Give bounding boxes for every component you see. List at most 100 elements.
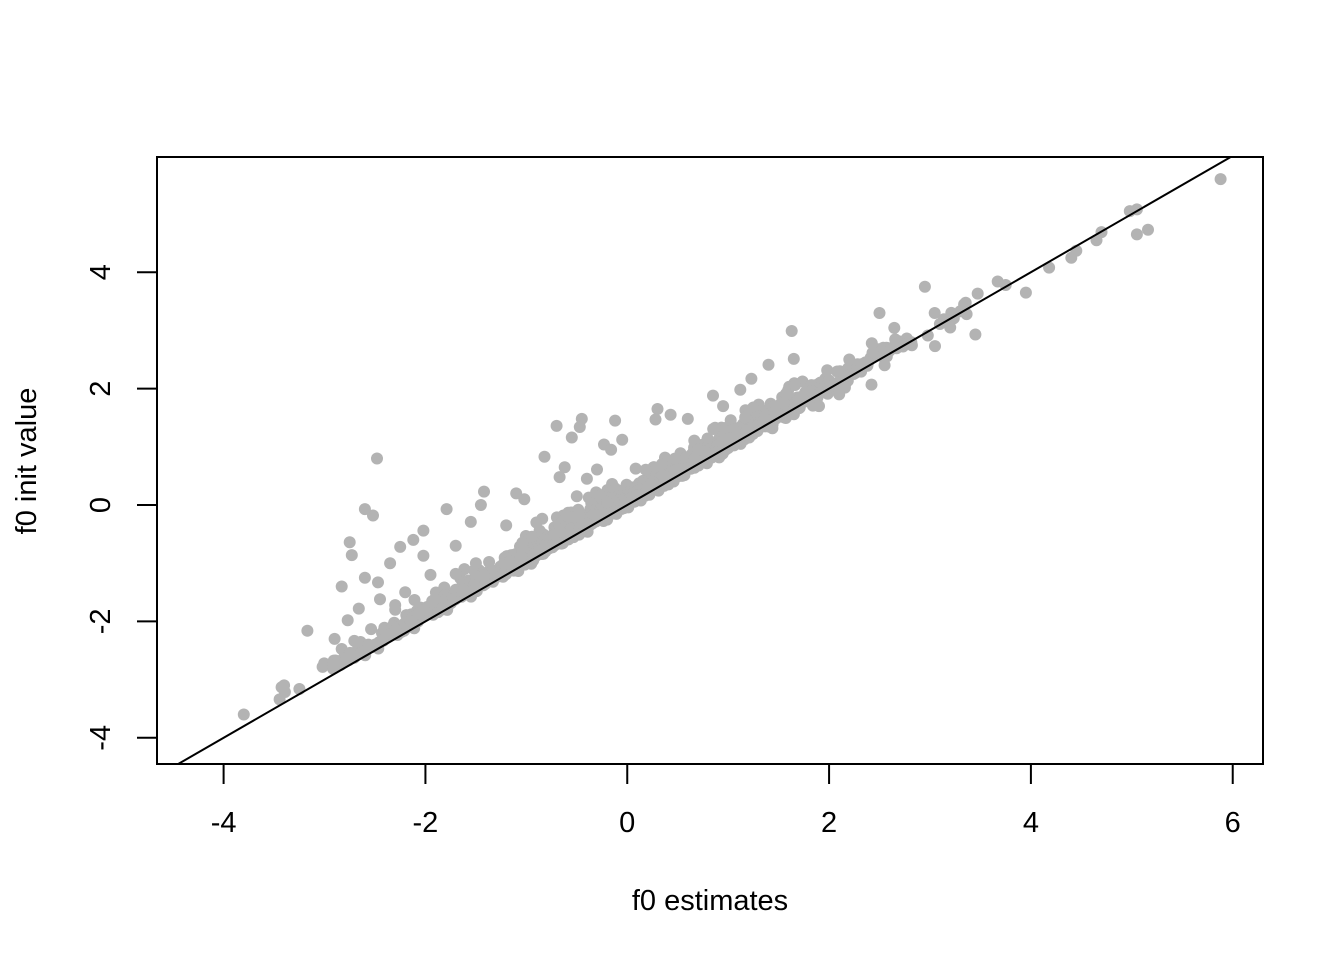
y-tick-label: 0	[85, 497, 117, 513]
x-tick-label: -4	[211, 807, 237, 839]
data-point	[969, 328, 982, 341]
data-point	[785, 325, 798, 337]
data-point	[301, 624, 314, 637]
data-point	[629, 462, 642, 475]
data-point	[550, 419, 563, 432]
data-point	[335, 580, 348, 593]
data-point	[929, 340, 941, 353]
data-point	[428, 593, 441, 606]
data-point	[616, 433, 629, 446]
data-point	[399, 586, 412, 599]
y-axis-title: f0 init value	[11, 388, 43, 535]
x-axis-title: f0 estimates	[632, 885, 788, 917]
data-point	[745, 372, 758, 385]
data-point	[570, 490, 583, 503]
data-point	[329, 658, 342, 671]
data-point	[944, 321, 957, 334]
data-point	[464, 515, 477, 528]
data-point	[724, 414, 737, 427]
data-point	[237, 708, 250, 721]
reference-line	[176, 157, 1233, 764]
data-point	[763, 414, 776, 426]
data-point	[449, 567, 462, 580]
data-point	[440, 503, 453, 516]
data-point	[1065, 251, 1078, 264]
data-point	[1214, 173, 1227, 186]
data-point	[343, 536, 356, 549]
data-point	[649, 413, 662, 426]
x-tick-label: 4	[1023, 807, 1039, 839]
data-point	[862, 356, 875, 369]
data-point	[787, 352, 800, 365]
data-point	[656, 458, 668, 471]
data-point	[456, 585, 469, 598]
data-point	[470, 570, 483, 583]
data-point	[639, 463, 652, 476]
data-point	[358, 503, 371, 516]
data-point	[813, 400, 825, 413]
data-point	[278, 679, 291, 692]
data-point	[344, 646, 357, 659]
data-point	[1130, 228, 1143, 241]
data-point	[504, 559, 517, 572]
data-point	[417, 549, 430, 562]
data-point	[567, 511, 580, 523]
data-point	[384, 557, 397, 570]
data-point	[525, 530, 538, 543]
data-point	[789, 379, 802, 391]
reference-line-layer	[176, 157, 1233, 764]
data-point	[888, 321, 901, 334]
data-point	[632, 489, 645, 502]
data-point	[573, 421, 586, 433]
data-point	[971, 287, 984, 300]
x-tick-label: 0	[619, 807, 635, 839]
data-point	[723, 432, 736, 445]
data-point	[605, 443, 618, 456]
data-point	[865, 337, 878, 350]
data-point	[777, 397, 790, 410]
plot-frame	[156, 156, 1264, 765]
data-point	[591, 509, 604, 522]
data-point	[883, 344, 896, 357]
data-point	[538, 450, 551, 463]
data-point	[445, 593, 458, 606]
data-point	[865, 378, 878, 391]
x-axis: -4 -2 0 2 4 6	[211, 764, 1241, 839]
data-point	[918, 280, 931, 293]
data-point	[424, 568, 437, 581]
data-point	[510, 487, 523, 500]
x-tick-label: 6	[1225, 807, 1241, 839]
data-point	[873, 307, 886, 319]
y-tick-label: 2	[85, 381, 117, 397]
data-point	[780, 387, 792, 400]
data-point	[348, 634, 361, 647]
data-point	[449, 539, 462, 552]
data-point	[609, 414, 622, 427]
data-point	[1019, 286, 1032, 299]
data-point	[651, 403, 664, 415]
data-point	[553, 471, 566, 484]
data-point	[328, 632, 341, 645]
data-point	[469, 557, 482, 570]
y-tick-label: -2	[85, 609, 117, 635]
data-point	[352, 602, 365, 615]
x-tick-label: -2	[413, 807, 439, 839]
y-tick-label: 4	[85, 264, 117, 280]
data-point	[739, 411, 752, 424]
data-point	[478, 485, 490, 498]
data-point	[688, 434, 701, 447]
data-point	[866, 346, 879, 359]
data-point	[1142, 223, 1154, 236]
data-point	[417, 524, 430, 537]
data-point	[273, 693, 286, 706]
data-point	[838, 371, 851, 383]
data-point	[734, 383, 747, 396]
data-point	[664, 408, 677, 421]
data-point	[701, 432, 714, 445]
data-point	[362, 638, 375, 651]
data-point	[717, 400, 730, 413]
data-point	[843, 353, 856, 366]
data-point	[389, 623, 402, 636]
data-point	[407, 533, 420, 546]
